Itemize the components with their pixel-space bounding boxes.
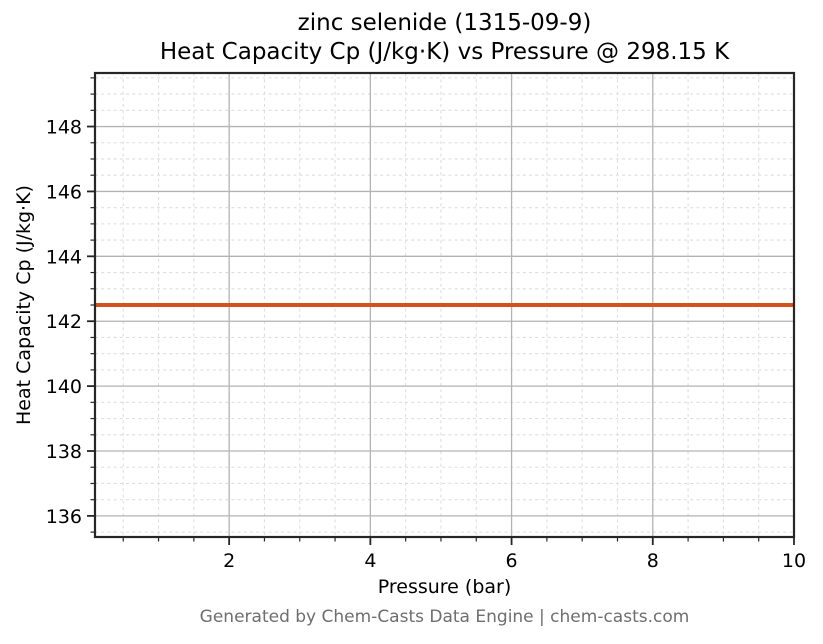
x-tick-label: 10	[782, 550, 806, 572]
chart-title: zinc selenide (1315-09-9) Heat Capacity …	[95, 9, 794, 67]
y-tick-label: 142	[46, 311, 82, 333]
y-tick-label: 148	[46, 117, 82, 139]
x-tick-label: 4	[364, 550, 376, 572]
x-tick-label: 8	[647, 550, 659, 572]
y-tick-label: 146	[46, 181, 82, 203]
y-tick-label: 140	[46, 376, 82, 398]
x-axis-label: Pressure (bar)	[377, 576, 512, 598]
footer-credit: Generated by Chem-Casts Data Engine | ch…	[199, 607, 690, 627]
y-tick-label: 136	[46, 506, 82, 528]
x-tick-label: 2	[223, 550, 235, 572]
y-tick-label: 144	[46, 246, 82, 268]
y-tick-label: 138	[46, 441, 82, 463]
chart-title-line1: zinc selenide (1315-09-9)	[297, 10, 592, 36]
x-tick-label: 6	[506, 550, 518, 572]
chart-title-line2: Heat Capacity Cp (J/kg·K) vs Pressure @ …	[159, 39, 730, 65]
